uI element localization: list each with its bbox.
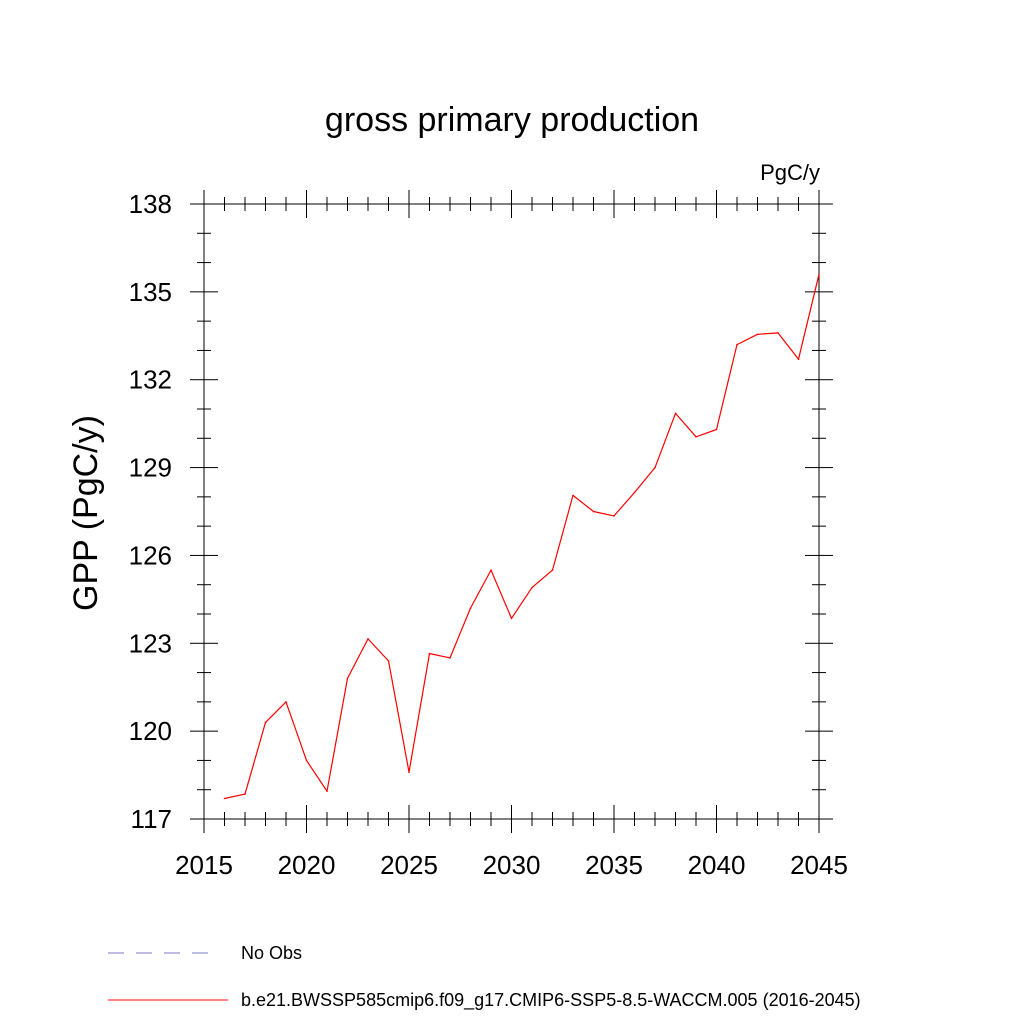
- x-tick-labels: 2015 2020 2025 2030 2035 2040 2045: [175, 850, 848, 880]
- y-tick-label: 129: [129, 453, 172, 483]
- y-tick-labels: 117 120 123 126 129 132 135 138: [129, 189, 172, 834]
- x-tick-label: 2015: [175, 850, 233, 880]
- y-tick-label: 120: [129, 716, 172, 746]
- data-point: [469, 607, 472, 609]
- data-point: [387, 660, 390, 662]
- y-tick-label: 117: [131, 804, 172, 834]
- plot-frame: [203, 203, 820, 820]
- legend-label-model: b.e21.BWSSP585cmip6.f09_g17.CMIP6-SSP5-8…: [241, 990, 861, 1011]
- x-tick-label: 2025: [380, 850, 438, 880]
- data-point: [572, 494, 574, 497]
- data-point: [654, 466, 656, 469]
- x-tick-label: 2040: [688, 850, 746, 880]
- x-tick-label: 2030: [483, 850, 541, 880]
- data-point: [285, 701, 287, 703]
- x-tick-label: 2045: [790, 850, 848, 880]
- data-point: [736, 343, 738, 346]
- data-point: [223, 797, 226, 800]
- y-tick-label: 123: [129, 628, 172, 658]
- data-point: [756, 333, 759, 336]
- data-point: [613, 515, 615, 517]
- legend-label-no-obs: No Obs: [241, 943, 302, 963]
- y-axis-label: GPP (PgC/y): [67, 415, 105, 611]
- data-point: [695, 436, 697, 438]
- data-point: [346, 677, 349, 680]
- data-point: [367, 638, 369, 640]
- axis-ticks: [190, 190, 833, 833]
- data-point: [428, 652, 431, 655]
- y-tick-label: 138: [129, 189, 172, 219]
- data-point: [674, 412, 677, 415]
- data-point: [244, 793, 246, 795]
- data-point: [633, 491, 636, 494]
- x-tick-label: 2035: [585, 850, 643, 880]
- data-point: [490, 569, 492, 571]
- data-point: [777, 332, 779, 334]
- series-line-0: [224, 274, 820, 800]
- data-point: [305, 759, 308, 762]
- data-point: [715, 428, 718, 431]
- chart-title: gross primary production: [325, 101, 699, 139]
- data-point: [408, 771, 410, 773]
- y-tick-label: 135: [129, 277, 172, 307]
- x-tick-label: 2020: [278, 850, 336, 880]
- data-point: [797, 358, 800, 361]
- y-tick-label: 132: [129, 365, 172, 395]
- legend: No Obs b.e21.BWSSP585cmip6.f09_g17.CMIP6…: [108, 943, 861, 1011]
- data-point: [326, 790, 328, 792]
- data-point: [449, 657, 451, 659]
- data-point: [264, 721, 267, 724]
- units-label: PgC/y: [760, 160, 820, 185]
- data-point: [592, 510, 595, 513]
- data-point: [531, 586, 533, 589]
- y-tick-label: 126: [129, 540, 172, 570]
- data-point: [818, 273, 820, 276]
- series-group: [223, 273, 820, 800]
- data-point: [551, 569, 554, 571]
- data-point: [510, 617, 513, 620]
